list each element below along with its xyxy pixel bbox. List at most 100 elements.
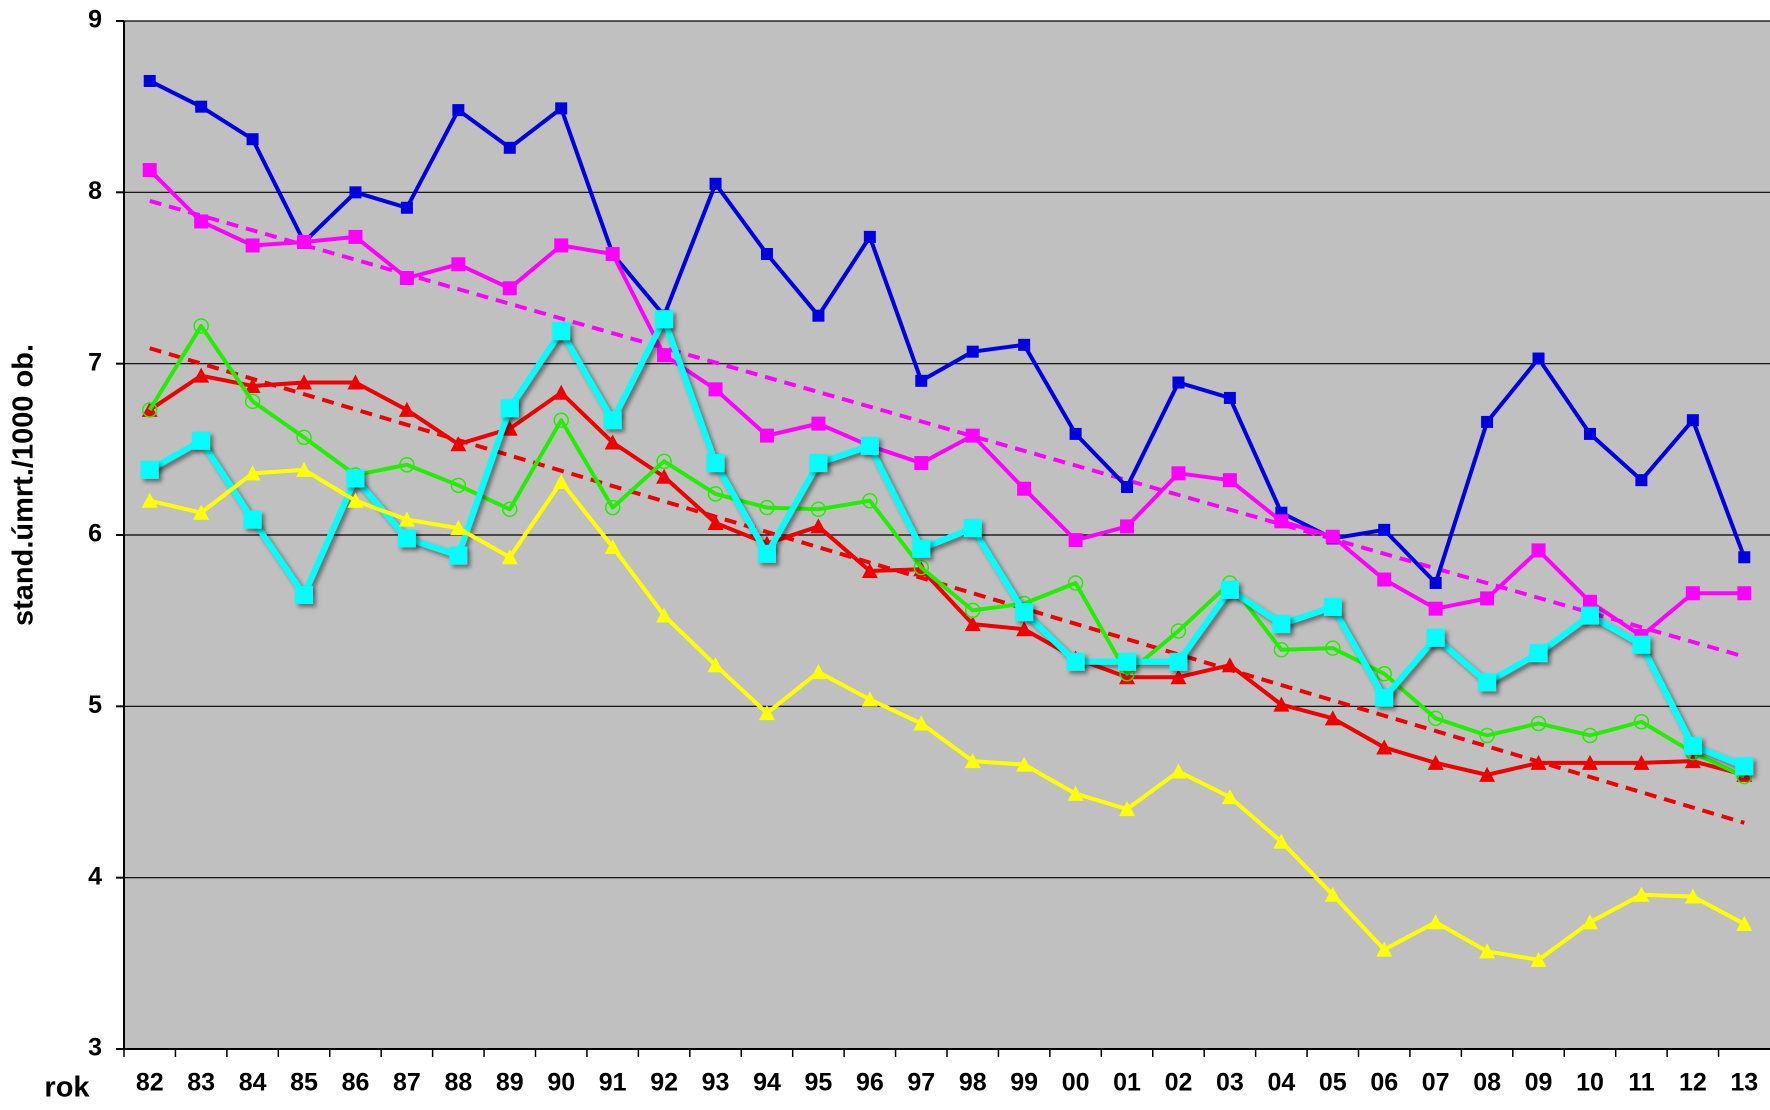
y-tick-label: 6 [88, 520, 102, 548]
marker [964, 602, 981, 619]
marker [1016, 756, 1033, 772]
marker [1119, 669, 1136, 685]
marker [1120, 519, 1135, 534]
x-tick-label: 02 [1165, 1069, 1193, 1097]
marker [1633, 886, 1650, 902]
marker [450, 520, 467, 536]
marker [1324, 886, 1341, 902]
marker [1480, 591, 1495, 606]
marker [1170, 763, 1187, 779]
marker [296, 461, 313, 477]
marker [656, 607, 673, 623]
marker [1581, 914, 1598, 930]
marker [1426, 628, 1445, 647]
marker [964, 753, 981, 769]
marker [553, 384, 570, 400]
marker [553, 473, 570, 489]
marker [1632, 635, 1651, 654]
marker [1222, 473, 1237, 488]
marker [1581, 754, 1598, 770]
x-tick-label: 04 [1267, 1069, 1295, 1097]
marker [1170, 669, 1187, 685]
marker [1067, 575, 1084, 591]
marker [1069, 427, 1082, 440]
marker [863, 230, 876, 243]
x-tick-label: 11 [1628, 1069, 1655, 1097]
marker [1221, 789, 1238, 805]
marker [1530, 754, 1547, 770]
marker [400, 201, 413, 214]
marker [1530, 715, 1547, 732]
marker [1427, 754, 1444, 770]
series-line [148, 373, 1745, 777]
marker [965, 428, 980, 443]
marker [604, 434, 621, 450]
marker [706, 454, 725, 473]
marker [1478, 673, 1497, 692]
marker [810, 501, 827, 518]
marker [193, 318, 209, 334]
marker [348, 229, 363, 244]
marker [912, 539, 931, 558]
marker [244, 465, 261, 481]
marker [605, 247, 620, 262]
marker [1737, 586, 1752, 601]
marker [1738, 551, 1751, 564]
marker [1016, 621, 1033, 637]
marker [1428, 601, 1443, 616]
marker [1170, 623, 1187, 639]
series [141, 461, 1753, 967]
x-tick-label: 95 [805, 1069, 833, 1097]
x-tick-label: 05 [1319, 1069, 1347, 1097]
marker [1272, 615, 1291, 634]
x-tick-label: 01 [1113, 1069, 1141, 1097]
marker [244, 393, 261, 410]
marker [1635, 474, 1648, 487]
marker [708, 382, 723, 397]
marker [603, 411, 622, 430]
marker [655, 310, 674, 329]
marker [861, 562, 878, 578]
series [142, 163, 1752, 644]
marker [1118, 652, 1137, 671]
marker [143, 74, 156, 87]
y-tick-label: 8 [88, 177, 102, 205]
marker [1324, 710, 1341, 726]
x-tick-label: 03 [1216, 1069, 1244, 1097]
marker [1068, 533, 1083, 548]
marker [915, 374, 928, 387]
marker [809, 454, 828, 473]
marker [346, 469, 365, 488]
series-line [148, 168, 1745, 639]
x-tick-label: 96 [856, 1069, 884, 1097]
marker [1479, 727, 1495, 744]
x-tick-label: 94 [753, 1069, 781, 1097]
marker [1633, 754, 1650, 770]
marker [810, 664, 827, 680]
marker [141, 492, 158, 508]
y-tick-label: 3 [88, 1034, 102, 1062]
marker [1427, 710, 1444, 727]
marker [810, 518, 827, 534]
marker [398, 401, 415, 417]
marker [193, 504, 210, 520]
marker [861, 691, 878, 707]
marker [1273, 642, 1290, 658]
marker [502, 501, 518, 518]
marker [450, 436, 467, 452]
marker [656, 453, 672, 470]
x-tick-label: 09 [1525, 1069, 1553, 1097]
marker [759, 428, 774, 443]
marker [398, 511, 415, 527]
marker [1736, 915, 1753, 931]
x-tick-label: 08 [1473, 1069, 1501, 1097]
marker [707, 515, 724, 531]
x-tick-label: 93 [702, 1069, 730, 1097]
marker [1582, 594, 1597, 609]
x-tick-label: 91 [599, 1069, 627, 1097]
marker [193, 367, 210, 383]
x-tick-label: 87 [393, 1069, 421, 1097]
marker [1121, 481, 1134, 494]
y-tick-label: 7 [88, 348, 102, 376]
marker [760, 248, 773, 261]
